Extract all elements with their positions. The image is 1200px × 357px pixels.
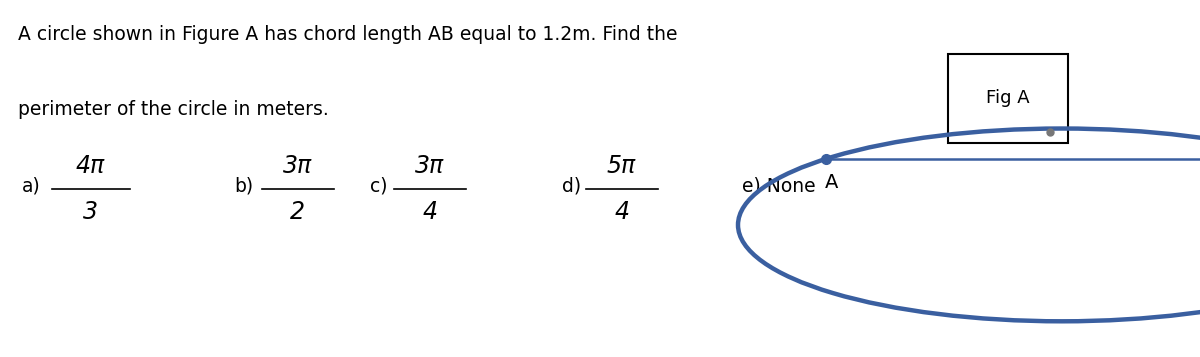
FancyBboxPatch shape (948, 54, 1068, 143)
Text: Fig A: Fig A (986, 89, 1030, 107)
Text: 4π: 4π (76, 154, 104, 178)
Text: A circle shown in Figure A has chord length AB equal to 1.2m. Find the: A circle shown in Figure A has chord len… (18, 25, 678, 44)
Text: perimeter of the circle in meters.: perimeter of the circle in meters. (18, 100, 329, 119)
Text: 5π: 5π (607, 154, 636, 178)
Text: 2: 2 (290, 200, 305, 225)
Text: d): d) (562, 176, 581, 195)
Text: 3π: 3π (415, 154, 444, 178)
Text: b): b) (234, 176, 253, 195)
Text: c): c) (370, 176, 388, 195)
Text: 4: 4 (422, 200, 437, 225)
Text: 3: 3 (83, 200, 97, 225)
Text: e) None: e) None (742, 176, 815, 195)
Text: a): a) (22, 176, 41, 195)
Text: 4: 4 (614, 200, 629, 225)
Text: 3π: 3π (283, 154, 312, 178)
Text: A: A (826, 173, 839, 192)
